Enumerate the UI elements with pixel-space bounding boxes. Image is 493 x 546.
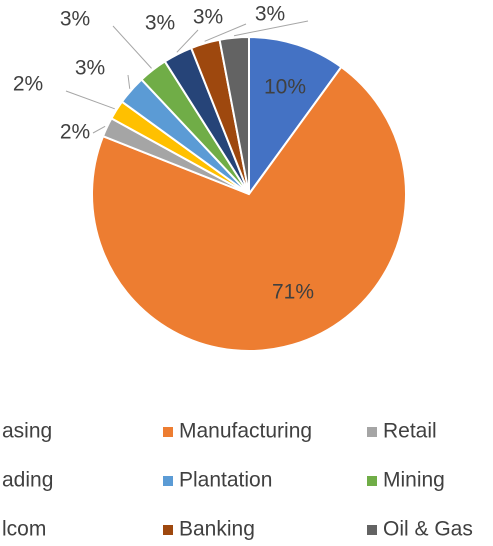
- legend-label: Plantation: [179, 469, 272, 492]
- legend-marker: [163, 525, 173, 535]
- legend-label: Retail: [383, 420, 437, 443]
- data-label: 3%: [60, 8, 90, 31]
- data-label: 10%: [264, 76, 306, 99]
- pie-slice: [218, 35, 250, 195]
- legend-marker: [163, 427, 173, 437]
- data-label: 3%: [145, 12, 175, 35]
- data-label: 2%: [60, 121, 90, 144]
- leader-line: [65, 90, 115, 110]
- legend-marker: [367, 427, 377, 437]
- leader-line: [127, 74, 131, 89]
- data-label: 3%: [75, 57, 105, 80]
- data-label: 3%: [255, 3, 285, 26]
- pie-slice: [91, 65, 407, 352]
- legend-marker: [367, 525, 377, 535]
- legend-label: Manufacturing: [179, 420, 312, 443]
- legend-label: lcom: [2, 518, 46, 541]
- legend-label: ading: [2, 469, 53, 492]
- data-label: 71%: [272, 281, 314, 304]
- legend-label: Oil & Gas: [383, 518, 473, 541]
- legend-label: asing: [2, 420, 52, 443]
- pie-slice: [248, 35, 343, 198]
- data-label: 2%: [13, 73, 43, 96]
- data-label: 3%: [193, 6, 223, 29]
- leader-line: [204, 23, 247, 42]
- legend-label: Banking: [179, 518, 255, 541]
- legend-marker: [163, 476, 173, 486]
- leader-line: [92, 125, 106, 134]
- legend-label: Mining: [383, 469, 445, 492]
- leader-line: [112, 25, 152, 69]
- legend-marker: [367, 476, 377, 486]
- leader-line: [176, 29, 199, 53]
- leader-line: [233, 20, 309, 37]
